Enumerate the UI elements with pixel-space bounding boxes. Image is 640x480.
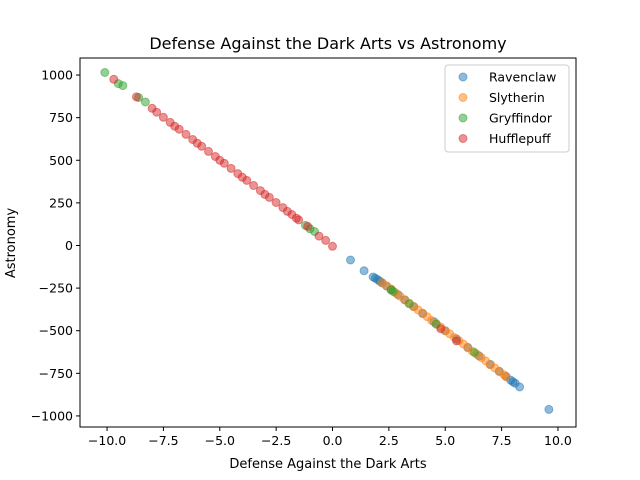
data-point bbox=[219, 158, 229, 168]
data-point bbox=[152, 107, 162, 117]
series-hufflepuff bbox=[109, 74, 461, 346]
data-point bbox=[181, 129, 191, 139]
data-point bbox=[271, 198, 281, 207]
chart-title: Defense Against the Dark Arts vs Astrono… bbox=[149, 34, 506, 53]
data-point bbox=[294, 215, 304, 225]
y-tick-label: 250 bbox=[49, 195, 73, 210]
data-point bbox=[314, 231, 324, 241]
data-point bbox=[264, 192, 274, 202]
x-tick-label: −10.0 bbox=[88, 433, 126, 448]
data-points bbox=[100, 68, 554, 414]
data-point bbox=[158, 112, 168, 122]
y-tick-label: −750 bbox=[39, 366, 73, 381]
data-point bbox=[452, 336, 461, 346]
legend-marker-slytherin bbox=[458, 93, 468, 102]
legend-label-ravenclaw: Ravenclaw bbox=[489, 70, 556, 85]
legend-label-gryffindor: Gryffindor bbox=[489, 111, 553, 126]
x-tick-label: −2.5 bbox=[261, 433, 291, 448]
y-tick-label: −250 bbox=[39, 281, 73, 296]
data-point bbox=[242, 175, 252, 185]
legend-label-slytherin: Slytherin bbox=[489, 90, 545, 105]
data-point bbox=[515, 382, 525, 392]
data-point bbox=[109, 74, 119, 84]
plot-frame bbox=[79, 57, 577, 428]
y-axis-label: Astronomy bbox=[4, 208, 19, 279]
legend-marker-gryffindor bbox=[458, 113, 468, 123]
y-tick-label: −1000 bbox=[31, 408, 73, 423]
legend-marker-hufflepuff bbox=[458, 134, 468, 143]
data-point bbox=[118, 81, 128, 91]
data-point bbox=[197, 141, 207, 151]
x-tick-label: 10.0 bbox=[544, 433, 572, 448]
data-point bbox=[204, 146, 213, 156]
x-tick-label: 0.0 bbox=[323, 433, 343, 448]
x-tick-label: 7.5 bbox=[492, 433, 512, 448]
data-point bbox=[359, 266, 369, 276]
data-point bbox=[328, 241, 337, 251]
data-point bbox=[436, 324, 446, 334]
data-point bbox=[303, 221, 313, 231]
y-tick-label: 750 bbox=[49, 110, 73, 125]
x-axis-label: Defense Against the Dark Arts bbox=[229, 457, 426, 472]
x-tick-label: −5.0 bbox=[205, 433, 235, 448]
data-point bbox=[346, 255, 355, 265]
data-point bbox=[140, 97, 150, 107]
y-tick-label: 500 bbox=[49, 153, 73, 168]
x-tick-label: 5.0 bbox=[435, 433, 455, 448]
legend-label-hufflepuff: Hufflepuff bbox=[489, 131, 551, 146]
x-axis-ticks: −10.0 −7.5 −5.0 −2.5 0.0 2.5 5.0 7.5 10.0 bbox=[88, 427, 572, 448]
y-axis-ticks: 1000 750 500 250 0 −250 −500 −750 −1000 bbox=[31, 68, 80, 423]
y-tick-label: 0 bbox=[65, 238, 73, 253]
data-point bbox=[100, 68, 110, 77]
data-point bbox=[470, 348, 479, 357]
data-point bbox=[404, 299, 414, 309]
data-point bbox=[544, 404, 554, 414]
data-point bbox=[174, 124, 184, 134]
data-point bbox=[226, 163, 236, 173]
data-point bbox=[388, 287, 398, 296]
legend: Ravenclaw Slytherin Gryffindor Hufflepuff bbox=[444, 64, 570, 153]
y-tick-label: 1000 bbox=[41, 68, 73, 83]
y-tick-label: −500 bbox=[39, 323, 73, 338]
x-tick-label: 2.5 bbox=[379, 433, 399, 448]
legend-box bbox=[444, 64, 570, 153]
data-point bbox=[321, 235, 331, 245]
x-tick-label: −7.5 bbox=[148, 433, 178, 448]
data-point bbox=[249, 181, 259, 190]
data-point bbox=[501, 372, 511, 382]
legend-marker-ravenclaw bbox=[458, 72, 468, 82]
data-point bbox=[131, 92, 141, 102]
